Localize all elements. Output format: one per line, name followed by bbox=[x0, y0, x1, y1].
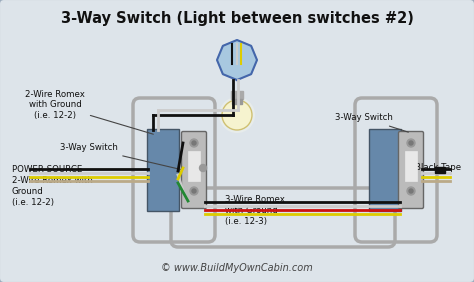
FancyBboxPatch shape bbox=[399, 131, 423, 208]
Circle shape bbox=[407, 139, 415, 147]
Bar bbox=[232, 99, 242, 104]
Bar bbox=[188, 151, 200, 181]
Circle shape bbox=[222, 100, 252, 130]
Circle shape bbox=[190, 139, 198, 147]
Text: 3-Way Switch: 3-Way Switch bbox=[335, 113, 409, 132]
Circle shape bbox=[192, 189, 196, 193]
FancyBboxPatch shape bbox=[369, 129, 401, 211]
Text: 2-Wire Romex
with Ground
(i.e. 12-2): 2-Wire Romex with Ground (i.e. 12-2) bbox=[25, 90, 153, 134]
Circle shape bbox=[190, 187, 198, 195]
Circle shape bbox=[407, 187, 415, 195]
Text: POWER SOURCE
2-Wire Romex with
Ground
(i.e. 12-2): POWER SOURCE 2-Wire Romex with Ground (i… bbox=[12, 165, 93, 207]
Bar bbox=[435, 167, 445, 173]
FancyBboxPatch shape bbox=[182, 131, 207, 208]
Circle shape bbox=[192, 141, 196, 145]
Circle shape bbox=[409, 189, 413, 193]
Polygon shape bbox=[217, 40, 257, 80]
Bar bbox=[405, 151, 417, 181]
Circle shape bbox=[200, 164, 207, 171]
Circle shape bbox=[219, 97, 255, 133]
Text: 3-Way Switch: 3-Way Switch bbox=[60, 144, 180, 169]
Text: 3-Wire Romex
with Ground
(i.e. 12-3): 3-Wire Romex with Ground (i.e. 12-3) bbox=[225, 195, 285, 226]
FancyBboxPatch shape bbox=[147, 129, 179, 211]
Text: © www.BuildMyOwnCabin.com: © www.BuildMyOwnCabin.com bbox=[161, 263, 313, 273]
Circle shape bbox=[409, 141, 413, 145]
Text: Black Tape: Black Tape bbox=[415, 163, 461, 172]
Text: 3-Way Switch (Light between switches #2): 3-Way Switch (Light between switches #2) bbox=[61, 10, 413, 25]
Bar bbox=[231, 91, 243, 99]
